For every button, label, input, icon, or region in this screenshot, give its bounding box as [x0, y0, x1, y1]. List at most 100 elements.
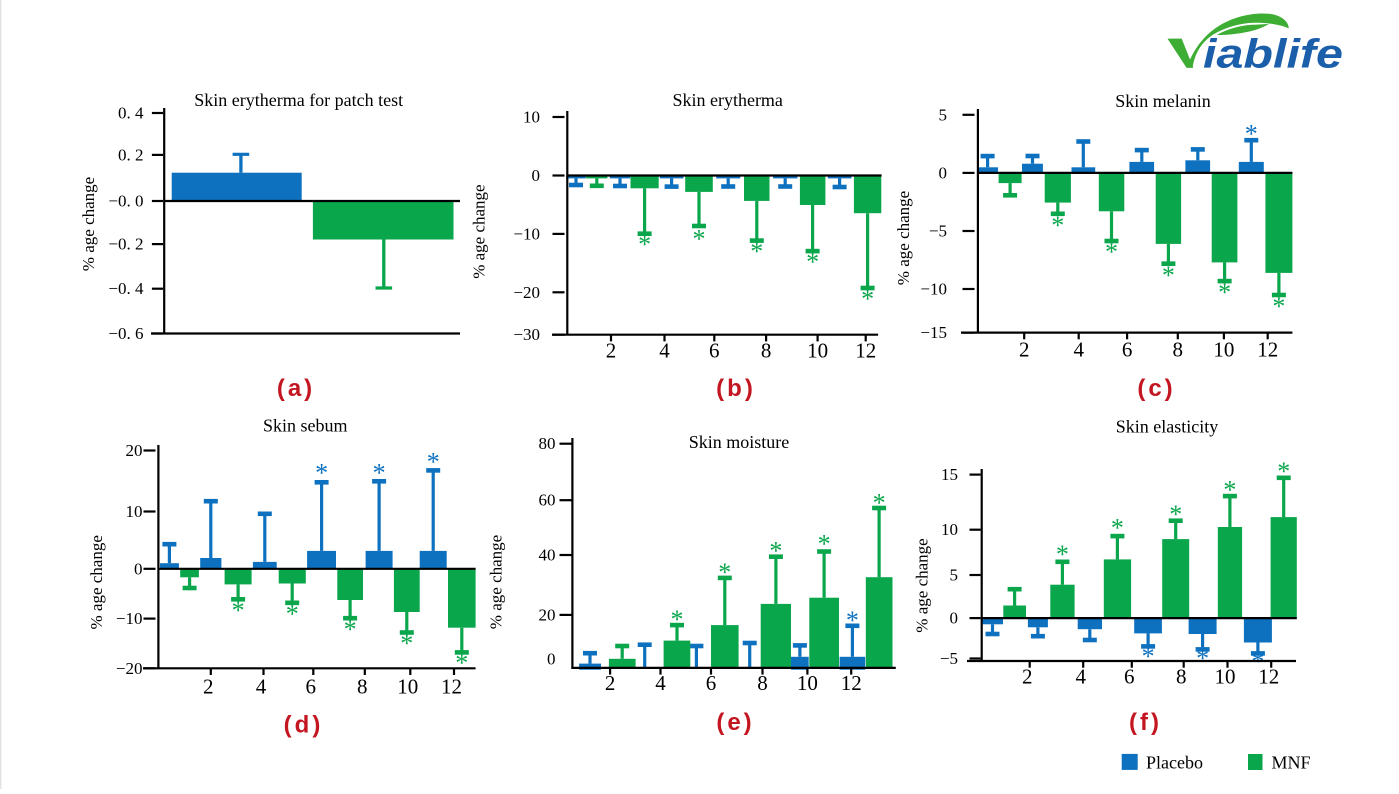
- svg-text:*: *: [400, 629, 413, 658]
- svg-text:(c): (c): [1137, 375, 1175, 402]
- svg-text:*: *: [769, 536, 782, 565]
- svg-text:2: 2: [605, 671, 616, 695]
- svg-text:*: *: [1056, 540, 1069, 569]
- svg-text:10: 10: [1215, 665, 1236, 689]
- svg-text:(e): (e): [716, 709, 754, 736]
- svg-text:% age change: % age change: [79, 177, 98, 271]
- svg-text:0. 4: 0. 4: [118, 104, 144, 123]
- svg-text:40: 40: [539, 546, 556, 565]
- svg-text:*: *: [1105, 237, 1118, 266]
- svg-text:20: 20: [126, 441, 143, 460]
- svg-text:2: 2: [606, 339, 617, 363]
- svg-text:10: 10: [797, 671, 818, 695]
- svg-text:*: *: [846, 606, 859, 635]
- svg-text:10: 10: [941, 520, 958, 539]
- svg-text:*: *: [1111, 514, 1124, 543]
- svg-text:Skin elasticity: Skin elasticity: [1116, 417, 1219, 437]
- svg-text:% age change: % age change: [486, 535, 505, 629]
- svg-text:*: *: [818, 530, 831, 559]
- svg-text:12: 12: [841, 671, 862, 695]
- svg-text:0: 0: [950, 609, 959, 628]
- svg-text:2: 2: [203, 675, 214, 699]
- svg-text:Skin melanin: Skin melanin: [1115, 91, 1211, 111]
- svg-text:*: *: [1218, 278, 1231, 307]
- svg-text:−10: −10: [513, 224, 540, 243]
- svg-text:*: *: [861, 284, 874, 313]
- svg-text:60: 60: [539, 491, 556, 510]
- svg-text:(f): (f): [1129, 709, 1162, 736]
- svg-text:% age change: % age change: [470, 184, 489, 278]
- svg-text:−30: −30: [513, 325, 540, 344]
- svg-text:10: 10: [397, 675, 418, 699]
- svg-text:MNF: MNF: [1272, 753, 1311, 773]
- svg-text:80: 80: [539, 434, 556, 453]
- svg-text:8: 8: [761, 339, 772, 363]
- svg-text:5: 5: [939, 105, 948, 124]
- svg-text:−5: −5: [929, 222, 947, 241]
- svg-text:6: 6: [709, 339, 720, 363]
- svg-text:(b): (b): [716, 375, 756, 402]
- svg-text:2: 2: [1019, 338, 1030, 362]
- svg-text:4: 4: [1075, 665, 1086, 689]
- svg-text:8: 8: [1173, 338, 1184, 362]
- svg-text:*: *: [718, 558, 731, 587]
- svg-text:*: *: [638, 230, 651, 259]
- svg-text:10: 10: [1213, 338, 1234, 362]
- svg-text:−0. 2: −0. 2: [108, 235, 143, 254]
- svg-text:5: 5: [950, 566, 959, 585]
- svg-text:*: *: [1277, 457, 1290, 486]
- svg-text:0: 0: [134, 559, 143, 578]
- svg-text:*: *: [806, 247, 819, 276]
- svg-text:*: *: [427, 447, 440, 476]
- svg-text:*: *: [232, 596, 245, 625]
- svg-text:Skin moisture: Skin moisture: [689, 432, 790, 452]
- svg-text:*: *: [1169, 500, 1182, 529]
- svg-text:(a): (a): [277, 375, 315, 402]
- svg-text:8: 8: [357, 675, 368, 699]
- svg-text:*: *: [455, 648, 468, 677]
- svg-text:*: *: [671, 605, 684, 634]
- svg-text:Skin erytherma for patch test: Skin erytherma for patch test: [194, 90, 403, 110]
- svg-text:2: 2: [1022, 665, 1033, 689]
- svg-text:*: *: [286, 599, 299, 628]
- svg-text:−20: −20: [513, 283, 540, 302]
- svg-text:*: *: [1245, 119, 1258, 148]
- svg-text:0: 0: [939, 163, 948, 182]
- svg-text:0. 2: 0. 2: [118, 145, 144, 164]
- svg-text:−10: −10: [116, 609, 143, 628]
- svg-text:iablife: iablife: [1203, 31, 1343, 77]
- svg-text:% age change: % age change: [913, 538, 932, 632]
- svg-text:12: 12: [441, 675, 462, 699]
- svg-text:*: *: [1142, 642, 1155, 671]
- svg-text:0: 0: [547, 650, 556, 669]
- svg-text:% age change: % age change: [87, 535, 106, 629]
- svg-text:6: 6: [1122, 338, 1133, 362]
- svg-text:*: *: [1051, 211, 1064, 240]
- svg-text:% age change: % age change: [894, 191, 913, 285]
- svg-text:−15: −15: [920, 323, 947, 342]
- svg-text:*: *: [344, 615, 357, 644]
- svg-text:−0. 4: −0. 4: [108, 279, 144, 298]
- svg-text:*: *: [873, 489, 886, 518]
- svg-text:0: 0: [532, 166, 541, 185]
- svg-text:Skin erytherma: Skin erytherma: [672, 90, 782, 110]
- svg-text:Skin sebum: Skin sebum: [263, 416, 348, 436]
- svg-text:8: 8: [757, 671, 768, 695]
- svg-text:(d): (d): [284, 712, 324, 739]
- svg-text:20: 20: [539, 605, 556, 624]
- svg-text:4: 4: [655, 671, 666, 695]
- svg-text:*: *: [373, 458, 386, 487]
- svg-text:6: 6: [306, 675, 317, 699]
- svg-text:8: 8: [1176, 665, 1187, 689]
- svg-text:−5: −5: [940, 649, 958, 668]
- svg-text:*: *: [315, 459, 328, 488]
- svg-text:4: 4: [256, 675, 267, 699]
- svg-text:−0. 6: −0. 6: [108, 324, 143, 343]
- svg-text:12: 12: [855, 339, 876, 363]
- svg-text:10: 10: [523, 108, 540, 127]
- svg-text:*: *: [1223, 475, 1236, 504]
- svg-text:4: 4: [659, 339, 670, 363]
- svg-text:Placebo: Placebo: [1146, 753, 1203, 773]
- svg-text:*: *: [1272, 292, 1285, 321]
- svg-text:12: 12: [1257, 338, 1278, 362]
